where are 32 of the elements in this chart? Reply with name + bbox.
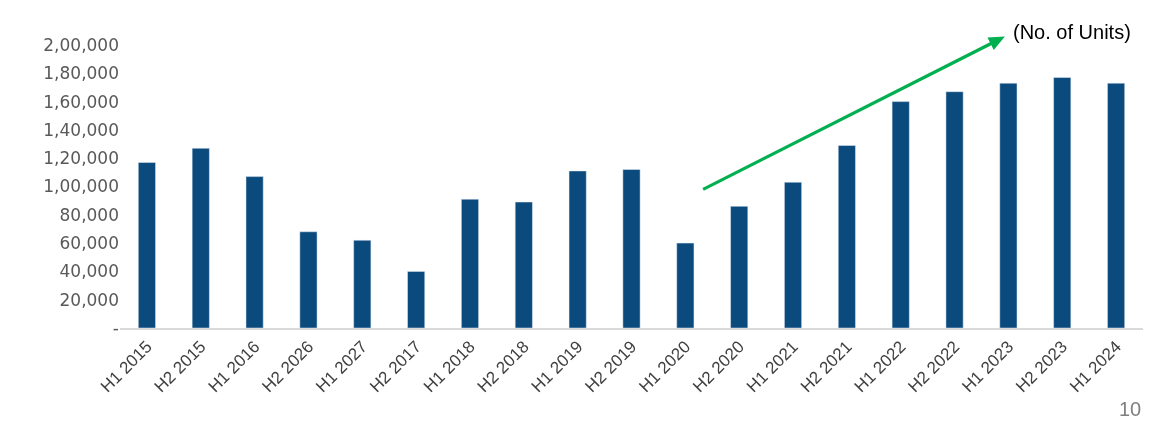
bar [299, 231, 318, 328]
bar [838, 145, 856, 328]
bar [1053, 77, 1072, 328]
bar [353, 240, 372, 328]
chart-subtitle: (No. of Units) [1013, 21, 1131, 43]
bar [676, 242, 695, 328]
bar [568, 170, 587, 328]
y-tick-label: 40,000 [59, 261, 119, 282]
bar [461, 198, 479, 328]
y-tick-label: 80,000 [59, 204, 119, 225]
bar [622, 169, 641, 328]
bar [730, 206, 749, 328]
y-tick-label: - [112, 317, 119, 338]
y-tick-label: 60,000 [59, 233, 119, 254]
bar [514, 201, 533, 328]
bar [191, 148, 210, 328]
bar [945, 91, 964, 328]
bar [1107, 82, 1125, 328]
text: 10 [1119, 398, 1142, 420]
bar [245, 176, 264, 328]
bar [999, 82, 1018, 328]
y-tick-label: 20,000 [59, 289, 119, 310]
y-tick-label: 1,60,000 [43, 91, 119, 112]
y-tick-label: 1,40,000 [43, 119, 119, 140]
bar [407, 271, 425, 328]
y-tick-label: 1,00,000 [43, 176, 119, 197]
bar [784, 182, 802, 328]
bar [891, 101, 910, 328]
y-tick-label: 1,20,000 [43, 148, 119, 169]
y-tick-label: 2,00,000 [43, 34, 119, 55]
bar [138, 162, 156, 328]
y-tick-label: 1,80,000 [43, 63, 119, 84]
